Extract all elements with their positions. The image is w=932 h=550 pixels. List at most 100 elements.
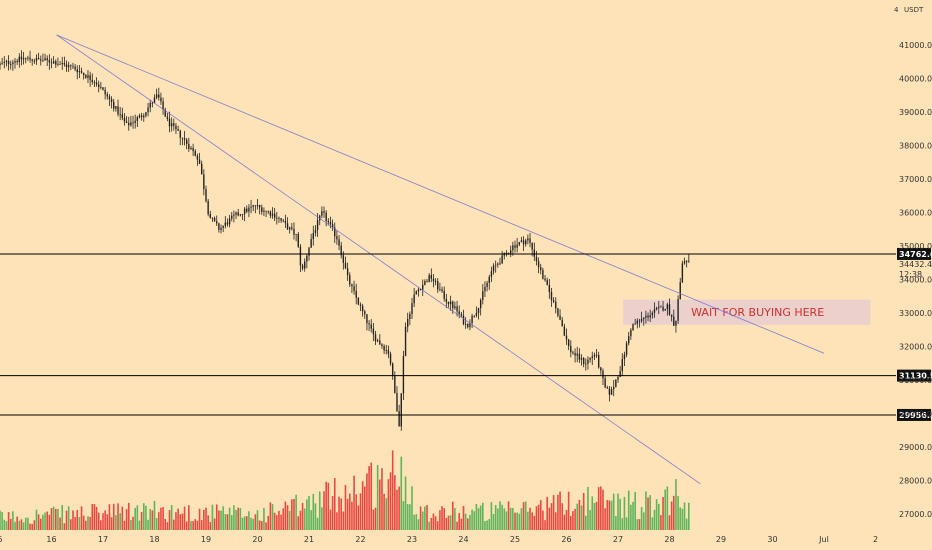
candle-body [151,102,154,104]
candle-body [359,304,362,306]
volume-bar [117,503,119,530]
candle-body [288,227,291,230]
volume-bar [426,505,428,530]
candle-body [168,118,171,127]
candle [383,344,385,355]
candle [391,362,394,380]
candle [638,318,641,328]
candle-body [636,320,639,324]
candle [0,61,1,70]
volume-bar [391,450,394,530]
volume-bar [503,508,506,530]
candle [297,231,299,248]
volume-bar [179,514,182,530]
candle [286,217,289,231]
volume-bar [471,509,473,530]
candle [78,65,81,79]
candle [106,91,108,100]
lower-trendline[interactable] [56,34,701,485]
volume-bar [248,511,250,530]
candle-body [235,212,237,215]
candle [683,257,686,265]
candle-body [522,240,525,245]
candle-body [284,220,287,224]
candle [340,241,342,259]
candle-body [608,388,611,395]
candle-body [422,284,424,290]
level-layer: 34762.68 31130.55 29956.54 [0,247,932,421]
candle-body [166,116,169,119]
candle-body [374,334,377,342]
volume-bar [355,494,358,530]
candle [673,309,675,326]
candle-body [100,87,102,88]
volume-bar [359,493,362,530]
candle [537,257,540,274]
candle-body [527,238,529,241]
zone-layer: WAIT FOR BUYING HERE [623,299,871,325]
candle [211,217,214,222]
candle-body [218,223,220,230]
candle [413,287,415,308]
candle-body [396,392,398,412]
candle-body [102,87,104,90]
candle [604,375,606,389]
candle [361,303,364,317]
candle-body [42,60,44,62]
candle-body [670,314,673,317]
volume-bar [454,508,456,530]
volume-bar [142,503,145,530]
volume-bar [492,514,495,530]
candle-body [679,282,681,300]
volume-bar [278,510,280,530]
price-tick-label: 34000.00 [899,276,932,285]
candle [147,102,149,117]
volume-bar [190,520,192,530]
volume-bar [348,493,351,530]
candle-body [147,107,149,113]
volume-bar [175,512,177,530]
candle [243,207,246,222]
volume-bar [572,511,574,530]
candle [351,283,353,294]
candle [494,260,497,273]
candle [14,57,16,69]
volume-bar [7,512,10,530]
price-tick-label: 30000.00 [899,410,932,419]
candle-body [175,125,177,130]
candle [3,56,5,69]
volume-bar [192,521,194,530]
candle-body [265,210,267,212]
candle-body [561,319,563,327]
volume-bar [458,513,461,530]
volume-bar [372,509,375,530]
volume-bar [597,487,600,530]
candle [65,60,68,72]
candle-body [55,61,57,65]
volume-bar [308,495,310,530]
candle [548,279,551,299]
volume-bar [323,491,325,530]
candle-body [490,271,493,277]
candle-body [338,239,340,246]
volume-bar [645,491,647,530]
candle [628,331,630,346]
candle [164,107,166,117]
candle [248,204,250,218]
candle-body [258,205,261,208]
candle-body [76,69,78,73]
candle [471,313,473,328]
candle-body [314,230,317,234]
volume-bar [340,498,342,530]
candle-body [544,278,546,281]
candle [595,348,598,359]
candle-body [640,318,643,322]
candle-body [361,305,364,312]
candle [246,205,248,214]
volume-bar [78,517,81,530]
upper-trendline[interactable] [56,34,825,354]
candle-body [280,218,282,221]
candle-body [610,389,613,395]
volume-bar [514,512,516,530]
